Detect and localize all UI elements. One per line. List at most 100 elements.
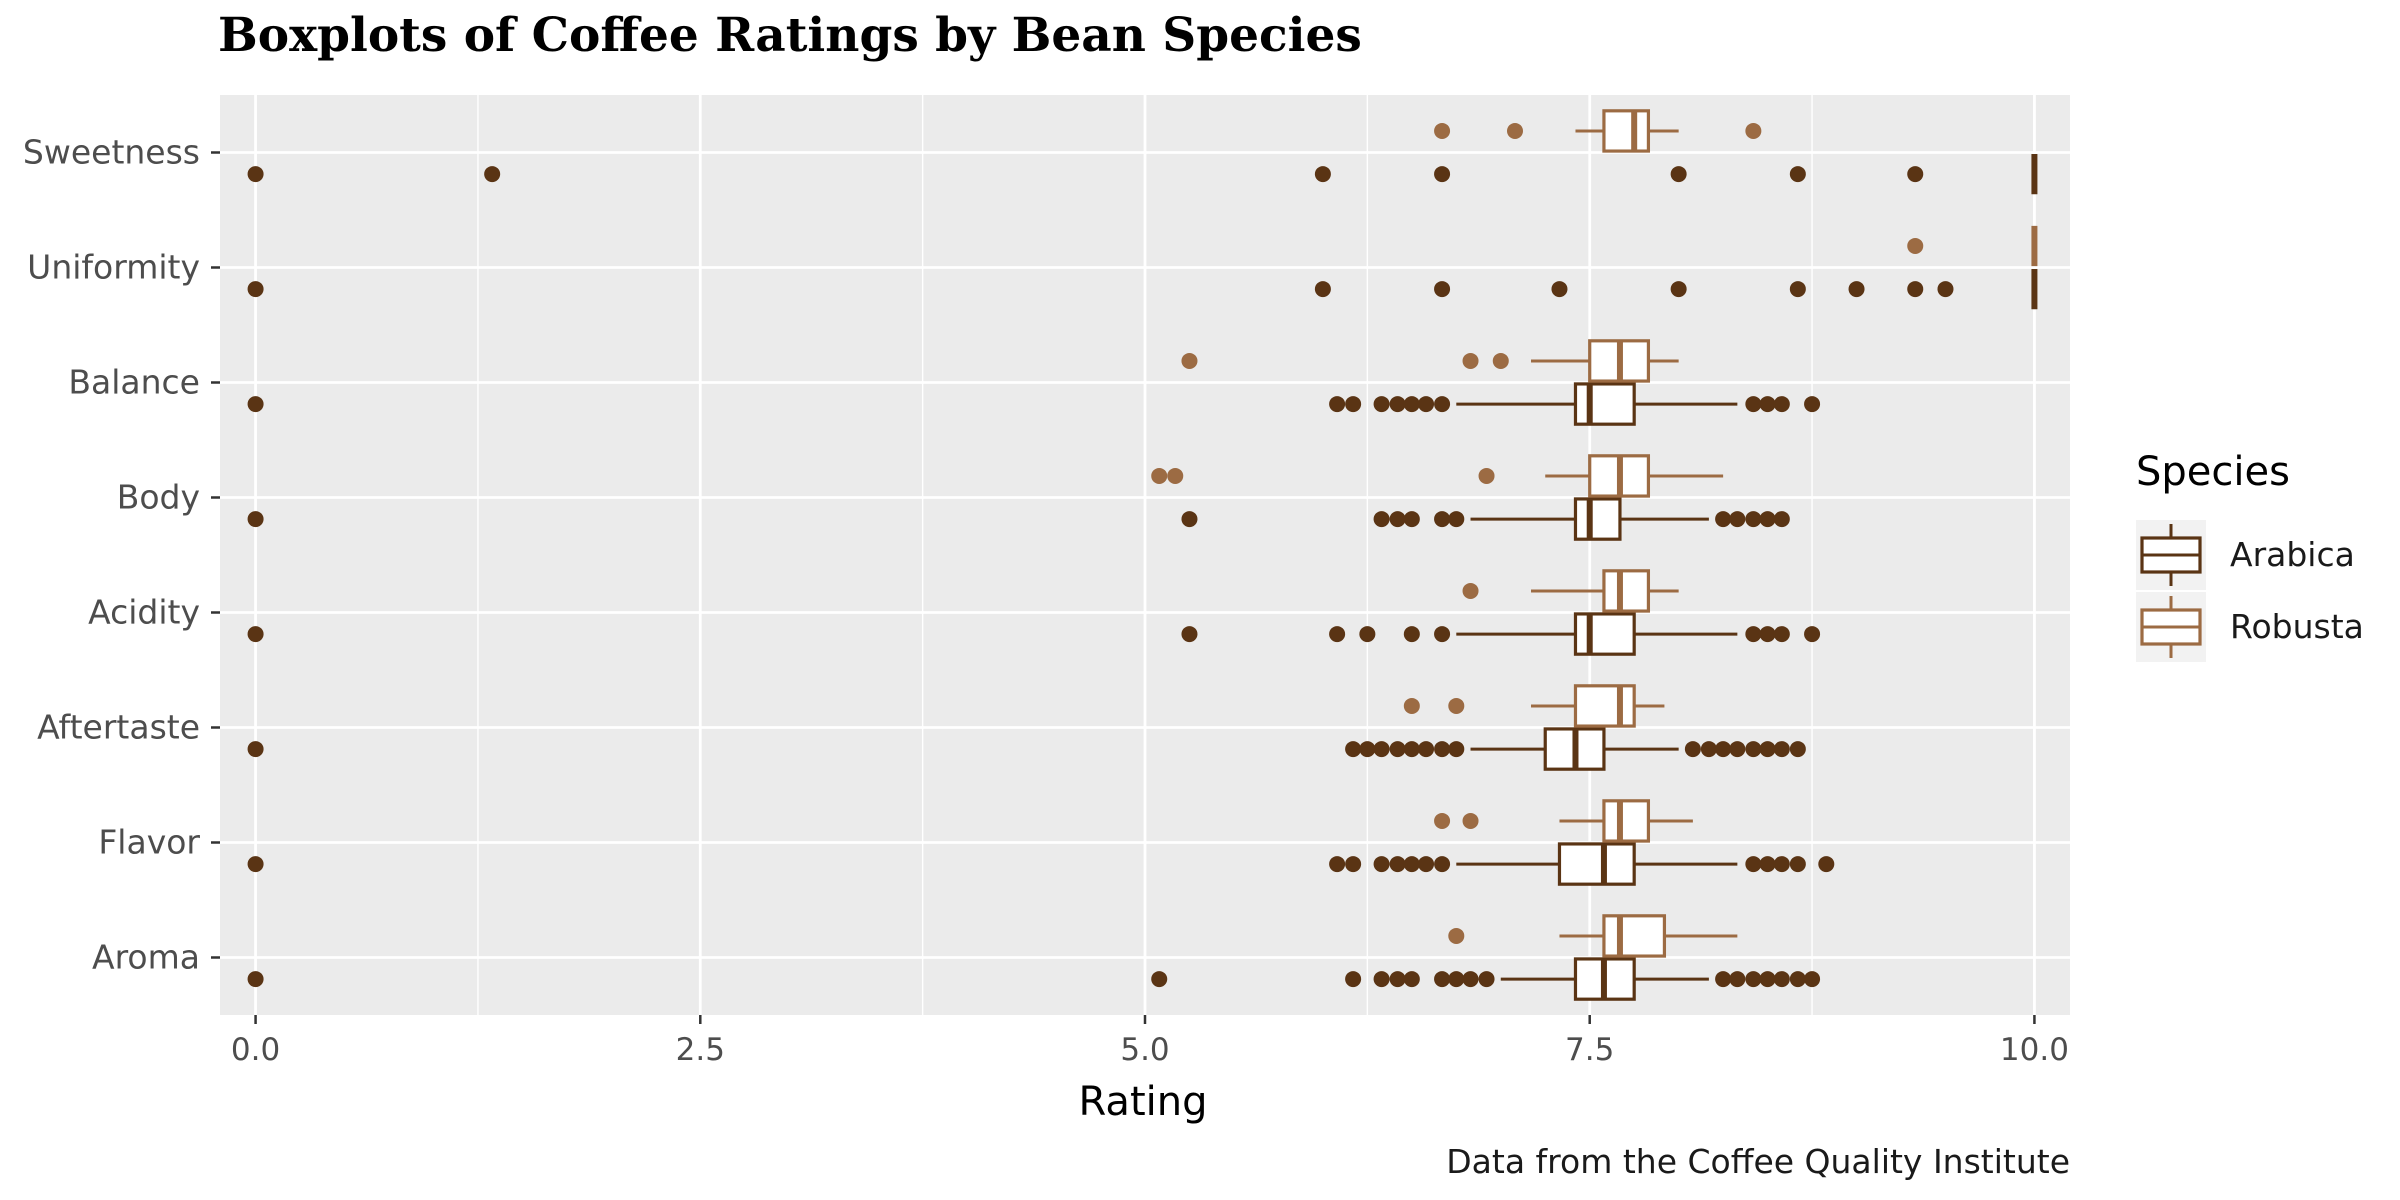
outlier-point	[1462, 971, 1479, 988]
outlier-point	[1314, 166, 1331, 183]
outlier-point	[1745, 741, 1762, 758]
outlier-point	[1434, 856, 1451, 873]
box	[1557, 842, 1636, 886]
outlier-point	[1789, 166, 1806, 183]
outlier-point	[1389, 971, 1406, 988]
outlier-point	[1403, 626, 1420, 643]
outlier-point	[1359, 626, 1376, 643]
outlier-point	[1434, 281, 1451, 298]
outlier-point	[1700, 741, 1717, 758]
outlier-point	[1670, 166, 1687, 183]
outlier-point	[1329, 626, 1346, 643]
outlier-point	[1434, 396, 1451, 413]
outlier-point	[247, 166, 264, 183]
boxplot-arabica-aroma	[247, 957, 1821, 1001]
outlier-point	[1745, 626, 1762, 643]
outlier-point	[1389, 856, 1406, 873]
legend-item-robusta: Robusta	[2136, 592, 2364, 662]
outlier-point	[1907, 281, 1924, 298]
outlier-point	[1418, 741, 1435, 758]
outlier-point	[1403, 856, 1420, 873]
box	[1602, 569, 1651, 613]
outlier-point	[1789, 281, 1806, 298]
outlier-point	[1804, 626, 1821, 643]
outlier-point	[1448, 927, 1465, 944]
outlier-point	[1434, 741, 1451, 758]
outlier-point	[1373, 856, 1390, 873]
y-tick-label: Body	[117, 478, 200, 517]
legend-label: Robusta	[2230, 607, 2364, 646]
outlier-point	[1759, 856, 1776, 873]
outlier-point	[1670, 281, 1687, 298]
y-axis: Sweetness Uniformity Balance Body Acidity Aft…	[23, 133, 220, 977]
y-tick-label: Aftertaste	[37, 708, 200, 747]
outlier-point	[247, 856, 264, 873]
outlier-point	[1434, 626, 1451, 643]
outlier-point	[1181, 511, 1198, 528]
outlier-point	[1403, 511, 1420, 528]
boxplot-arabica-body	[247, 497, 1790, 541]
outlier-point	[1773, 396, 1790, 413]
outlier-point	[1745, 971, 1762, 988]
outlier-point	[1729, 741, 1746, 758]
y-tick-label: Acidity	[88, 593, 200, 632]
outlier-point	[1345, 741, 1362, 758]
outlier-point	[1434, 511, 1451, 528]
outlier-point	[1329, 396, 1346, 413]
boxplot-robusta-aftertaste	[1403, 684, 1665, 728]
outlier-point	[1492, 352, 1509, 369]
outlier-point	[1151, 971, 1168, 988]
outlier-point	[1745, 511, 1762, 528]
outlier-point	[1789, 856, 1806, 873]
x-tick-label: 5.0	[1120, 1032, 1169, 1068]
outlier-point	[1373, 971, 1390, 988]
x-tick-label: 7.5	[1565, 1032, 1614, 1068]
outlier-point	[1818, 856, 1835, 873]
outlier-point	[1729, 971, 1746, 988]
outlier-point	[247, 741, 264, 758]
outlier-point	[1359, 741, 1376, 758]
outlier-point	[1434, 166, 1451, 183]
outlier-point	[1759, 396, 1776, 413]
outlier-point	[1759, 741, 1776, 758]
outlier-point	[1373, 396, 1390, 413]
outlier-point	[1329, 856, 1346, 873]
outlier-point	[1745, 396, 1762, 413]
outlier-point	[1389, 741, 1406, 758]
outlier-point	[1551, 281, 1568, 298]
boxplot-arabica-acidity	[247, 612, 1821, 656]
outlier-point	[1448, 511, 1465, 528]
outlier-point	[1804, 971, 1821, 988]
x-tick-label: 2.5	[676, 1032, 725, 1068]
boxplot-robusta-flavor	[1434, 799, 1693, 843]
outlier-point	[1389, 511, 1406, 528]
outlier-point	[1418, 856, 1435, 873]
outlier-point	[1462, 582, 1479, 599]
outlier-point	[1448, 741, 1465, 758]
boxplot-arabica-flavor	[247, 842, 1835, 886]
outlier-point	[1448, 971, 1465, 988]
outlier-point	[1773, 626, 1790, 643]
legend-title: Species	[2136, 449, 2290, 495]
boxplot-robusta-aroma	[1448, 914, 1738, 958]
outlier-point	[1507, 122, 1523, 139]
outlier-point	[1789, 971, 1806, 988]
outlier-point	[1434, 971, 1451, 988]
outlier-point	[1345, 971, 1362, 988]
outlier-point	[1403, 396, 1420, 413]
outlier-point	[247, 626, 264, 643]
outlier-point	[1345, 396, 1362, 413]
outlier-point	[1478, 467, 1495, 484]
outlier-point	[1373, 741, 1390, 758]
x-axis: 0.0 2.5 5.0 7.5 10.0	[231, 1015, 2069, 1068]
outlier-point	[247, 396, 264, 413]
x-axis-label: Rating	[1079, 1079, 1208, 1125]
outlier-point	[1345, 856, 1362, 873]
boxplot-arabica-balance	[247, 382, 1821, 426]
outlier-point	[1759, 626, 1776, 643]
chart-caption: Data from the Coffee Quality Institute	[1446, 1142, 2070, 1181]
outlier-point	[1434, 812, 1451, 829]
outlier-point	[1434, 122, 1451, 139]
box	[1573, 382, 1636, 426]
